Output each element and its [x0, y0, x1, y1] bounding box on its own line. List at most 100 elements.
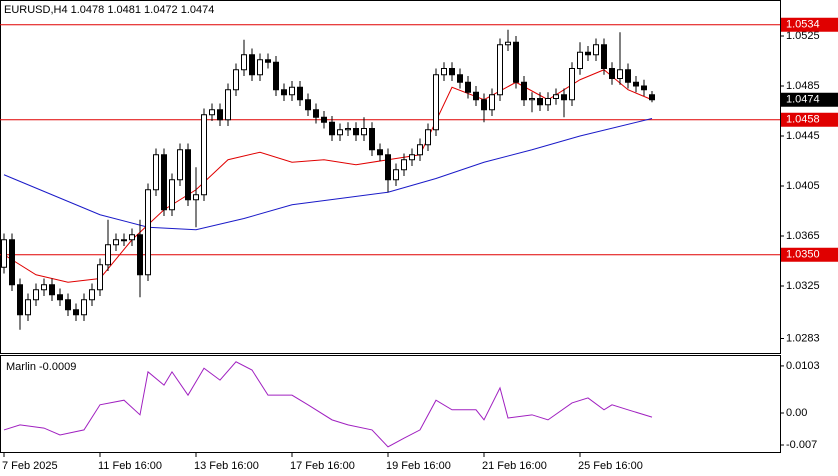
level-box — [781, 17, 838, 32]
candle-body — [593, 44, 599, 56]
candle-body — [265, 59, 271, 63]
candle-body — [441, 68, 447, 76]
price-panel — [0, 0, 781, 354]
candle-body — [281, 89, 287, 96]
candle-body — [425, 129, 431, 146]
candle-body — [553, 94, 559, 99]
current-price-label: 1.0474 — [786, 94, 820, 106]
candle-body — [449, 68, 455, 76]
chart-title: EURUSD,H4 1.0478 1.0481 1.0472 1.0474 — [4, 4, 214, 16]
candle-body — [601, 44, 607, 69]
candle-body — [249, 54, 255, 76]
candle-body — [609, 68, 615, 79]
candle-body — [257, 59, 263, 76]
x-tick-label: 13 Feb 16:00 — [194, 460, 259, 472]
candle-body — [377, 149, 383, 156]
moving-average — [3, 118, 653, 231]
candle-body — [457, 74, 463, 83]
candle-body — [489, 94, 495, 111]
candle-body — [153, 154, 159, 191]
candle-body — [177, 149, 183, 181]
x-tick-label: 21 Feb 16:00 — [482, 460, 547, 472]
y-tick-label: 1.0365 — [786, 230, 820, 242]
candle-body — [337, 129, 343, 136]
indicator-label: Marlin -0.0009 — [6, 361, 76, 373]
candle-body — [401, 159, 407, 171]
candle-body — [81, 299, 87, 316]
candle-body — [225, 89, 231, 121]
candle-body — [641, 85, 647, 91]
candle-body — [385, 154, 391, 181]
candle-body — [561, 94, 567, 101]
y-tick-label: 1.0325 — [786, 280, 820, 292]
candle-body — [193, 194, 199, 201]
x-tick-label: 11 Feb 16:00 — [98, 460, 162, 472]
y-tick-label: 1.0485 — [786, 80, 820, 92]
candle-body — [321, 116, 327, 123]
candle-body — [105, 244, 111, 266]
candle-body — [49, 284, 55, 296]
x-tick-label: 19 Feb 16:00 — [386, 460, 451, 472]
level-label: 1.0350 — [786, 249, 820, 261]
candle-body — [313, 109, 319, 118]
candle-body — [89, 289, 95, 301]
candle-body — [273, 61, 279, 91]
candle-body — [625, 69, 631, 83]
candle-body — [577, 51, 583, 69]
indicator-panel — [0, 355, 781, 453]
candle-body — [369, 128, 375, 151]
candle-body — [185, 149, 191, 201]
y-tick-label: 1.0405 — [786, 180, 820, 192]
candle-body — [345, 128, 351, 131]
candle-body — [289, 86, 295, 96]
candle-body — [41, 284, 47, 291]
candle-body — [233, 69, 239, 91]
candle-body — [649, 94, 655, 101]
candle-body — [241, 54, 247, 71]
x-tick-label: 7 Feb 2025 — [2, 460, 58, 472]
candle-body — [73, 309, 79, 316]
level-label: 1.0534 — [786, 19, 820, 31]
candle-body — [25, 299, 31, 316]
candle-body — [521, 81, 527, 101]
candle-body — [545, 98, 551, 106]
candle-body — [417, 144, 423, 156]
indicator-line — [3, 361, 653, 448]
candle-body — [97, 264, 103, 291]
candle-body — [113, 239, 119, 246]
y-tick-label: 1.0283 — [786, 332, 820, 344]
candle-body — [513, 41, 519, 83]
y-tick-label: 1.0445 — [786, 130, 820, 142]
candle-body — [633, 81, 639, 87]
candle-body — [537, 98, 543, 106]
candle-body — [465, 81, 471, 93]
candle-body — [529, 98, 535, 101]
indicator-tick-label: 0.0103 — [786, 360, 820, 372]
candle-body — [17, 284, 23, 316]
candle-body — [329, 121, 335, 136]
level-box — [781, 112, 838, 127]
candle-body — [121, 239, 127, 242]
candle-body — [297, 86, 303, 101]
candle-body — [353, 128, 359, 136]
candle-body — [169, 179, 175, 211]
y-tick-label: 1.0525 — [786, 30, 820, 42]
candle-body — [617, 69, 623, 79]
x-tick-label: 25 Feb 16:00 — [578, 460, 643, 472]
candle-body — [145, 189, 151, 276]
candle-body — [305, 99, 311, 111]
candle-body — [1, 239, 7, 268]
candle-body — [433, 74, 439, 131]
candle-body — [569, 68, 575, 101]
candle-body — [209, 109, 215, 116]
candle-body — [505, 41, 511, 46]
candle-body — [201, 114, 207, 196]
candle-body — [129, 234, 135, 241]
level-box — [781, 247, 838, 262]
candle-body — [473, 91, 479, 101]
candle-body — [497, 44, 503, 96]
indicator-tick-label: 0.00 — [786, 407, 807, 419]
level-label: 1.0458 — [786, 114, 820, 126]
